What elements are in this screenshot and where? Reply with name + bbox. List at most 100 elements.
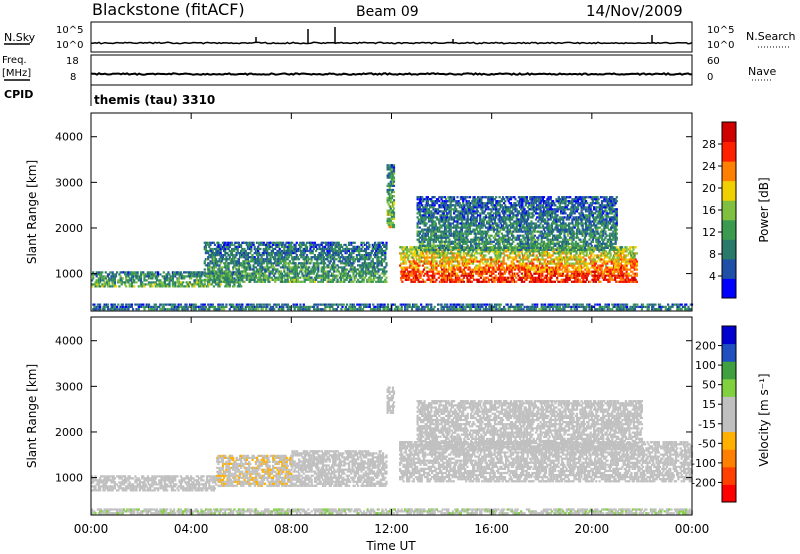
data-cell [511, 276, 514, 279]
data-cell [430, 198, 433, 201]
data-cell [518, 250, 521, 253]
data-cell [422, 244, 425, 247]
data-cell [618, 274, 621, 277]
data-cell [438, 196, 441, 199]
data-cell [581, 262, 584, 265]
data-cell [327, 276, 330, 279]
data-cell [221, 247, 225, 251]
data-cell [410, 252, 413, 255]
data-cell [449, 202, 452, 205]
data-cell [174, 285, 177, 288]
data-cell [450, 256, 453, 259]
data-cell [266, 268, 269, 271]
data-cell [364, 266, 368, 269]
data-cell [479, 250, 482, 253]
data-cell [402, 252, 405, 255]
data-cell [521, 276, 525, 279]
data-cell [470, 252, 473, 255]
data-cell [246, 256, 249, 259]
data-cell [524, 272, 527, 275]
data-cell [243, 280, 246, 283]
data-cell [353, 268, 356, 271]
data-cell [207, 252, 210, 255]
data-cell [446, 276, 449, 279]
data-cell [386, 209, 389, 212]
data-cell [556, 262, 559, 265]
data-cell [342, 249, 345, 253]
data-cell [630, 266, 633, 269]
data-cell [488, 262, 492, 265]
data-cell [294, 256, 297, 259]
data-cell [212, 258, 215, 261]
data-cell [539, 272, 542, 275]
data-cell [139, 281, 143, 284]
data-cell [453, 252, 456, 255]
data-cell [129, 271, 132, 274]
data-cell [307, 260, 310, 263]
data-cell [450, 274, 453, 277]
data-cell [432, 248, 435, 251]
data-cell [566, 262, 569, 265]
data-cell [411, 262, 414, 265]
data-cell [426, 256, 429, 259]
data-cell [448, 230, 451, 233]
data-cell [236, 264, 239, 267]
data-cell [118, 273, 121, 276]
data-cell [257, 264, 260, 267]
data-cell [216, 278, 219, 281]
data-cell [426, 242, 429, 245]
data-cell [162, 277, 165, 280]
data-cell [309, 278, 312, 281]
data-cell [433, 234, 436, 237]
data-cell [230, 278, 234, 281]
data-cell [625, 260, 628, 263]
data-cell [346, 256, 349, 259]
data-cell [208, 241, 211, 244]
data-cell [625, 248, 628, 251]
data-cell [433, 226, 436, 229]
data-cell [430, 274, 434, 277]
data-cell [267, 268, 270, 271]
data-cell [328, 266, 331, 269]
data-cell [494, 250, 497, 253]
data-cell [441, 254, 444, 257]
data-cell [405, 254, 408, 257]
data-cell [524, 256, 527, 259]
data-cell [427, 226, 431, 229]
data-cell [335, 252, 338, 255]
data-cell [378, 268, 381, 271]
data-cell [224, 243, 227, 246]
data-cell [333, 260, 336, 263]
data-cell [533, 258, 536, 261]
data-cell [235, 254, 238, 257]
data-cell [602, 278, 605, 281]
data-cell [305, 241, 309, 244]
data-cell [432, 240, 435, 243]
data-cell [208, 283, 211, 286]
data-cell [195, 279, 198, 282]
data-cell [617, 250, 620, 253]
data-cell [299, 241, 302, 244]
data-cell [625, 276, 628, 279]
data-cell [257, 241, 260, 244]
data-cell [553, 252, 556, 255]
data-cell [446, 226, 449, 229]
data-cell [318, 252, 321, 255]
data-cell [400, 256, 403, 259]
data-cell [453, 260, 456, 263]
data-cell [559, 254, 562, 257]
data-cell [255, 272, 259, 275]
data-cell [471, 272, 475, 275]
data-cell [317, 280, 320, 283]
data-cell [529, 268, 533, 271]
data-cell [112, 273, 115, 276]
data-cell [503, 272, 506, 275]
data-cell [106, 283, 110, 286]
data-cell [545, 268, 548, 271]
data-cell [448, 222, 451, 225]
data-cell [432, 244, 435, 247]
data-cell [488, 274, 492, 277]
data-cell [213, 281, 217, 284]
data-cell [516, 272, 519, 275]
data-cell [361, 254, 364, 257]
